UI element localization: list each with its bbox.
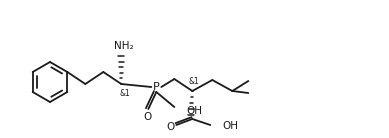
Text: OH: OH	[186, 106, 202, 116]
Text: O: O	[166, 122, 174, 132]
Text: &1: &1	[189, 76, 200, 86]
Text: &1: &1	[120, 88, 131, 98]
Text: O: O	[143, 112, 151, 122]
Text: NH₂: NH₂	[114, 41, 133, 51]
Text: P: P	[153, 82, 160, 92]
Text: OH: OH	[223, 121, 238, 131]
